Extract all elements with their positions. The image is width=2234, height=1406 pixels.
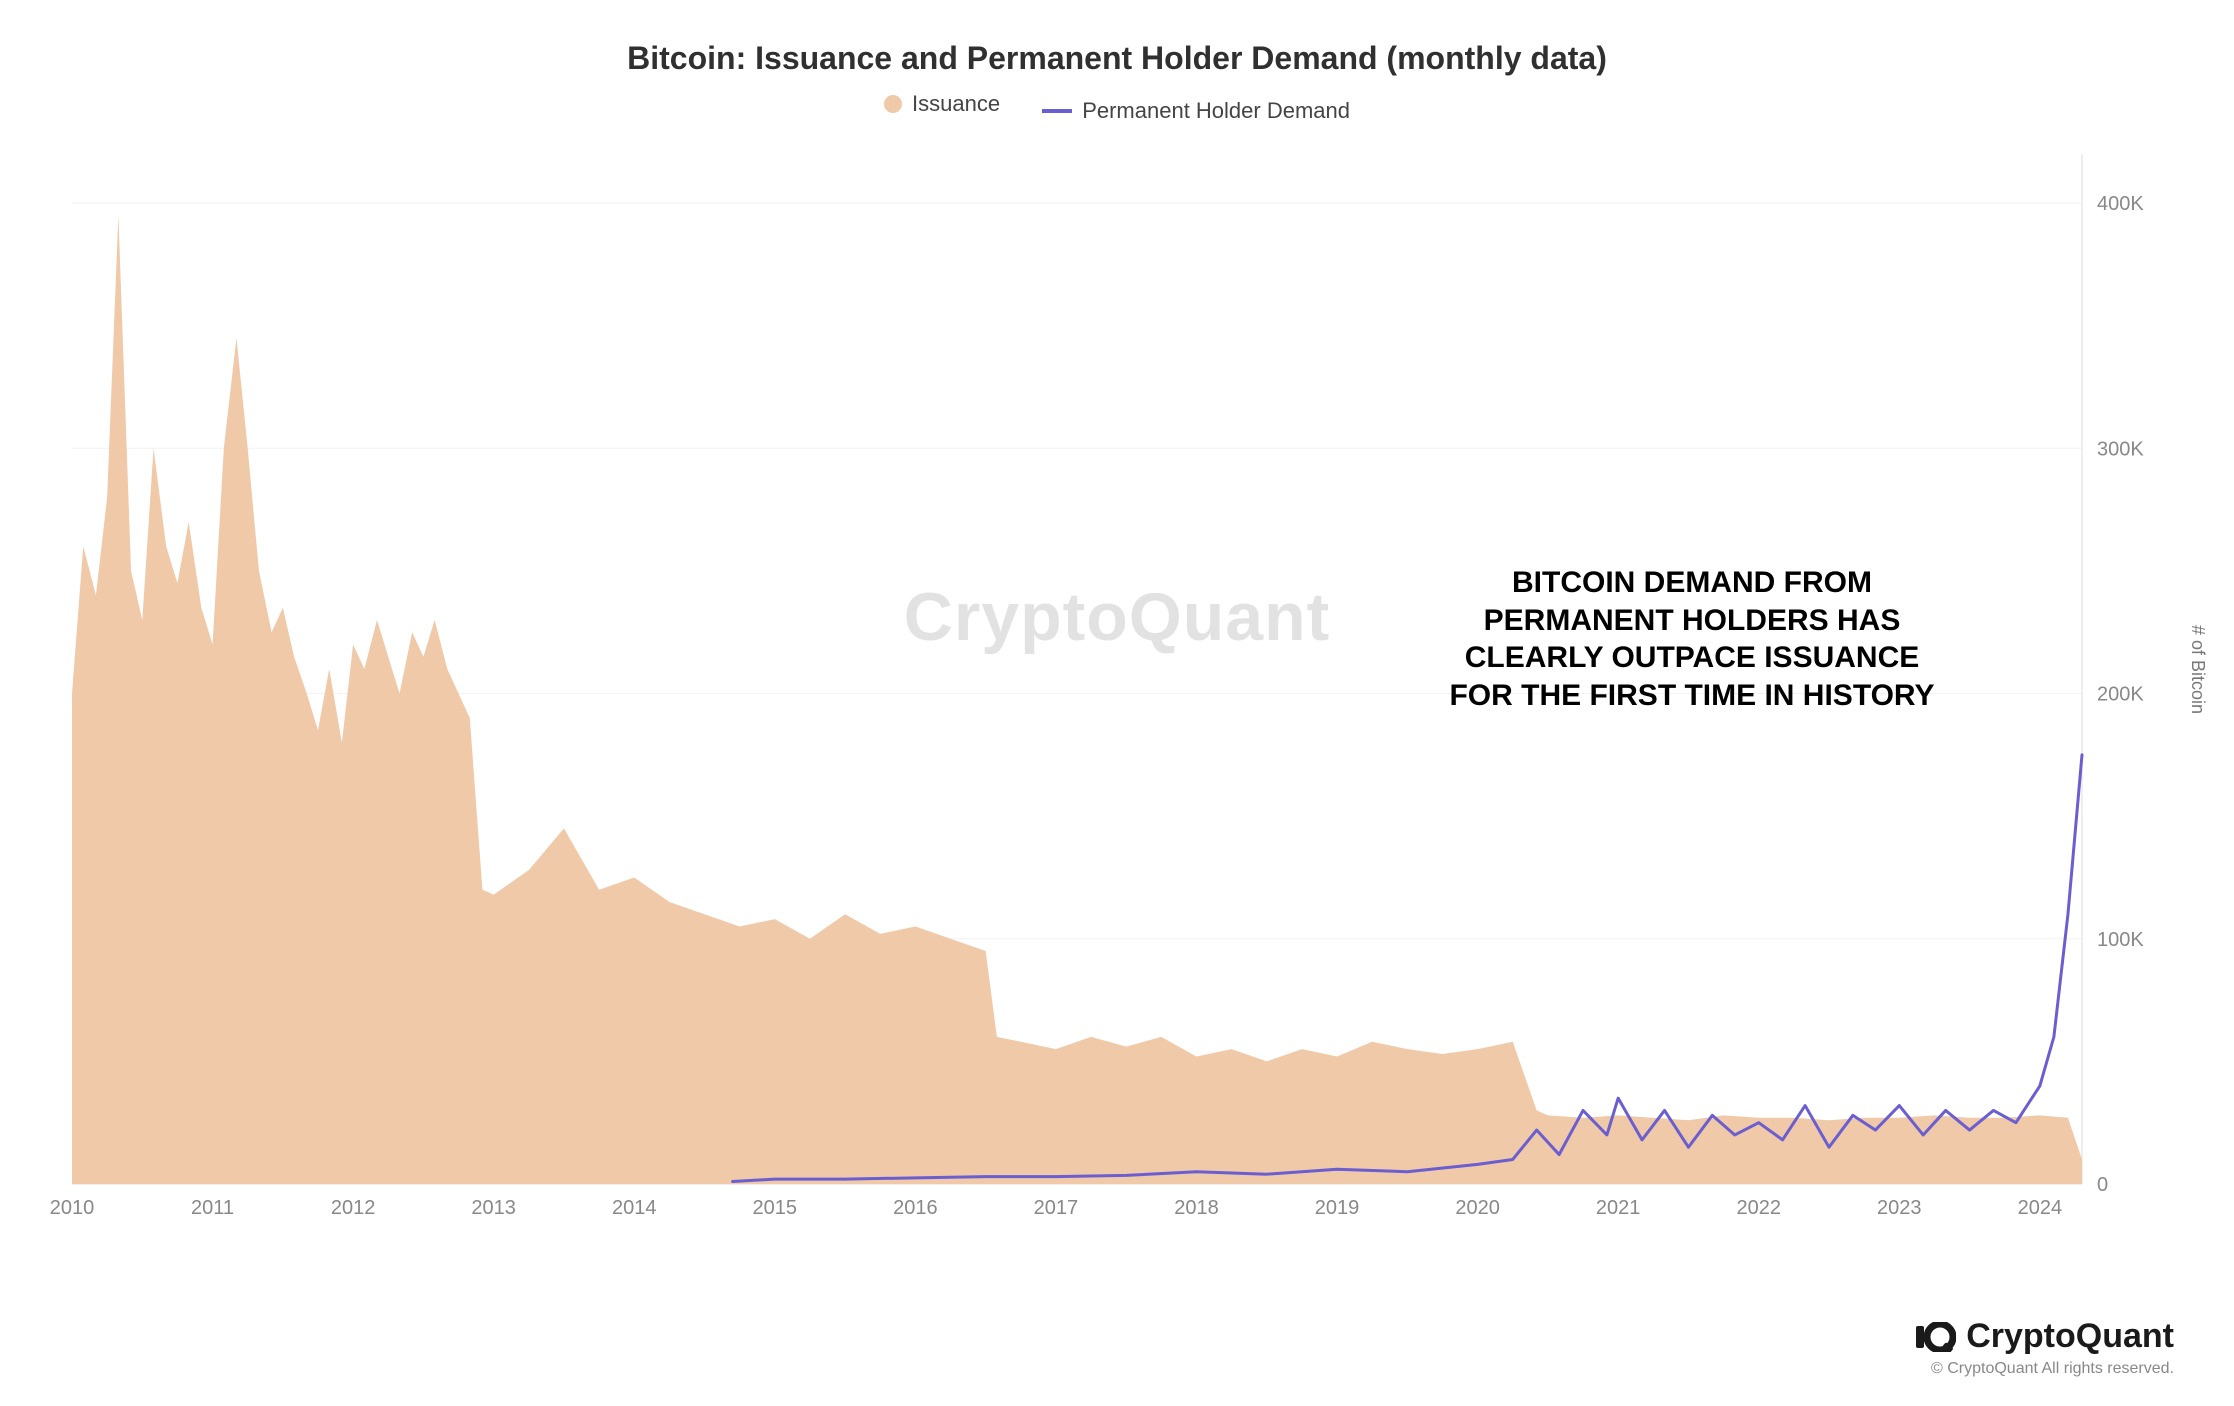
svg-text:2024: 2024 (2018, 1197, 2062, 1219)
svg-text:2012: 2012 (331, 1197, 376, 1219)
legend-label-issuance: Issuance (912, 91, 1000, 117)
svg-text:2011: 2011 (191, 1197, 234, 1219)
svg-text:2023: 2023 (1877, 1197, 1922, 1219)
issuance-swatch-icon (884, 95, 902, 113)
svg-text:2015: 2015 (753, 1197, 798, 1219)
y-axis-title: # of Bitcoin (2187, 625, 2208, 714)
svg-text:2016: 2016 (893, 1197, 938, 1219)
svg-text:2018: 2018 (1174, 1197, 1219, 1219)
svg-text:2019: 2019 (1315, 1197, 1360, 1219)
svg-text:100K: 100K (2097, 929, 2144, 951)
legend-label-demand: Permanent Holder Demand (1082, 98, 1350, 124)
brand-logo-icon (1916, 1322, 1956, 1352)
chart-legend: Issuance Permanent Holder Demand (40, 91, 2194, 124)
svg-text:2020: 2020 (1455, 1197, 1500, 1219)
svg-text:2010: 2010 (50, 1197, 95, 1219)
svg-text:2021: 2021 (1596, 1197, 1641, 1219)
brand-name-row: CryptoQuant (1916, 1317, 2174, 1356)
annotation-text: BITCOIN DEMAND FROMPERMANENT HOLDERS HAS… (1412, 564, 1972, 714)
brand-rights: © CryptoQuant All rights reserved. (1916, 1360, 2174, 1378)
svg-text:0: 0 (2097, 1174, 2108, 1196)
svg-text:300K: 300K (2097, 438, 2144, 460)
svg-text:2017: 2017 (1034, 1197, 1079, 1219)
chart-page: Bitcoin: Issuance and Permanent Holder D… (0, 0, 2234, 1406)
svg-text:2022: 2022 (1736, 1197, 1781, 1219)
branding-block: CryptoQuant © CryptoQuant All rights res… (1916, 1317, 2174, 1378)
legend-item-demand: Permanent Holder Demand (1042, 98, 1350, 124)
legend-item-issuance: Issuance (884, 91, 1000, 117)
chart-title: Bitcoin: Issuance and Permanent Holder D… (40, 40, 2194, 77)
brand-name: CryptoQuant (1966, 1317, 2174, 1356)
svg-text:2013: 2013 (471, 1197, 516, 1219)
svg-text:2014: 2014 (612, 1197, 657, 1219)
svg-text:400K: 400K (2097, 193, 2144, 215)
svg-text:200K: 200K (2097, 684, 2144, 706)
chart-area: 0 100K 200K 300K 400K 2010 2011 2012 2013 2014 201… (42, 144, 2192, 1244)
demand-swatch-icon (1042, 109, 1072, 113)
